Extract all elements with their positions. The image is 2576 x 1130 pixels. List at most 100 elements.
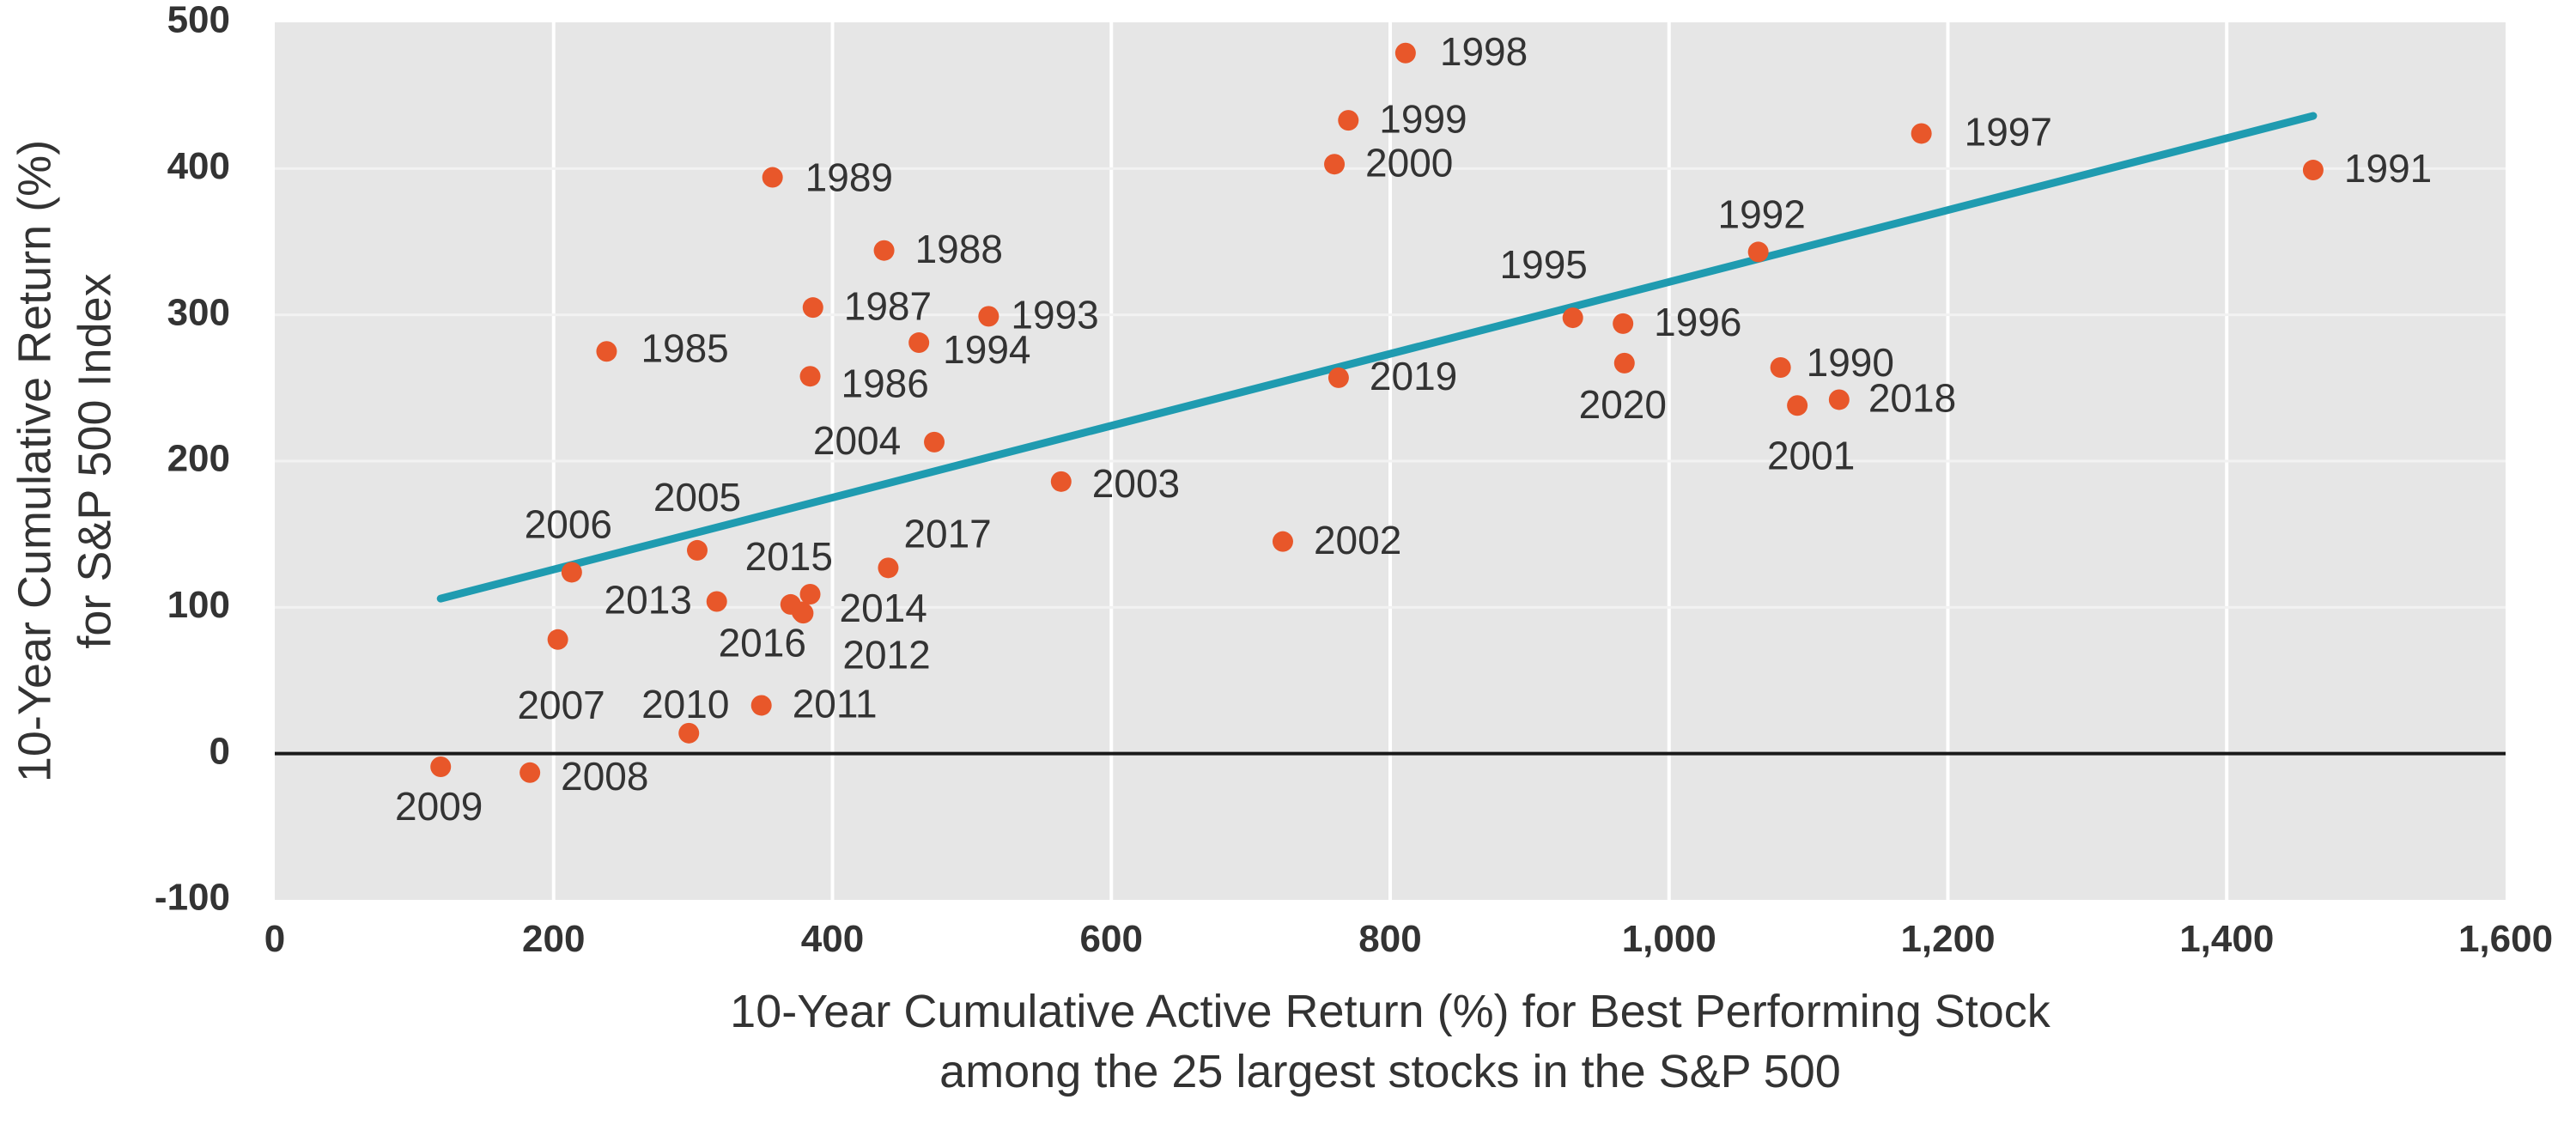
point-1998 [1394,42,1416,64]
y-tick-label: 300 [167,291,230,333]
point-label-2002: 2002 [1314,518,1401,562]
point-label-2008: 2008 [561,754,648,799]
point-label-2018: 2018 [1868,376,1956,421]
y-tick-label: 500 [167,0,230,41]
point-label-2003: 2003 [1092,461,1180,506]
x-axis-title: 10-Year Cumulative Active Return (%) for… [730,986,2051,1097]
point-label-2020: 2020 [1579,382,1667,427]
y-axis-title-line: for S&P 500 Index [69,273,120,648]
point-2011 [750,695,772,716]
point-2010 [678,722,700,744]
point-1993 [978,306,999,327]
point-1991 [2302,160,2324,181]
point-1988 [873,240,895,261]
x-tick-label: 600 [1080,918,1143,960]
point-label-2014: 2014 [840,586,927,630]
point-2003 [1050,471,1072,492]
point-2014 [799,584,821,605]
point-1987 [802,297,823,319]
point-label-2010: 2010 [641,682,729,726]
point-label-2005: 2005 [653,475,741,519]
x-axis-title-line: 10-Year Cumulative Active Return (%) for… [730,986,2051,1037]
point-label-2009: 2009 [395,784,483,829]
point-label-2016: 2016 [719,621,806,665]
point-label-2013: 2013 [605,578,692,623]
point-2020 [1613,352,1635,374]
point-label-1989: 1989 [805,155,893,200]
point-label-2000: 2000 [1365,140,1453,185]
y-tick-label: 100 [167,584,230,626]
x-tick-label: 400 [801,918,864,960]
x-tick-label: 1,400 [2179,918,2274,960]
point-2000 [1324,154,1346,175]
y-tick-label: 400 [167,145,230,187]
point-label-1999: 1999 [1379,96,1467,141]
data-points [430,42,2324,783]
point-2016 [791,601,812,623]
point-1995 [1562,307,1583,329]
point-label-2019: 2019 [1370,354,1457,398]
y-tick-label: -100 [155,877,230,919]
point-2019 [1327,367,1349,388]
point-1990 [1770,356,1791,378]
point-labels: 1985 1986 1987 1988 1989 1990 1991 1992 19931994… [395,29,2432,829]
x-axis-title-line: among the 25 largest stocks in the S&P 5… [939,1046,1841,1097]
y-axis-title-line: 10-Year Cumulative Return (%) [9,140,60,782]
point-label-1988: 1988 [915,227,1003,271]
point-label-2007: 2007 [517,683,605,727]
y-axis-title: 10-Year Cumulative Return (%) for S&P 500… [9,140,120,782]
point-2002 [1272,531,1293,552]
x-tick-label: 200 [522,918,585,960]
point-label-1995: 1995 [1500,242,1588,287]
point-2007 [547,629,568,650]
point-2009 [430,756,452,777]
point-1996 [1613,313,1634,334]
point-1999 [1338,110,1359,131]
point-2001 [1787,395,1808,416]
x-tick-label: 1,200 [1900,918,1995,960]
point-2006 [561,562,582,583]
point-label-2001: 2001 [1767,433,1855,477]
point-label-2012: 2012 [842,632,930,677]
point-label-1994: 1994 [943,327,1030,372]
point-1994 [908,332,930,354]
point-label-1992: 1992 [1717,192,1805,237]
point-1997 [1911,123,1932,144]
point-label-2011: 2011 [793,682,878,726]
point-label-1998: 1998 [1440,29,1528,74]
point-1986 [799,366,821,387]
point-1985 [596,341,617,362]
point-label-1993: 1993 [1011,293,1098,337]
point-1989 [762,167,783,188]
x-tick-label: 800 [1358,918,1421,960]
x-tick-label: 0 [264,918,285,960]
point-2008 [519,762,541,783]
point-label-1997: 1997 [1965,110,2052,155]
x-tick-label: 1,000 [1622,918,1716,960]
point-label-1990: 1990 [1807,340,1894,385]
y-axis-ticks: -100 0 100 200 300 400 500 [155,0,230,919]
x-axis-ticks: 0 200 400 600 800 1,000 1,200 1,400 1,600 [264,918,2553,960]
x-tick-label: 1,600 [2458,918,2553,960]
point-label-2004: 2004 [813,418,901,463]
point-label-2006: 2006 [525,502,612,547]
point-label-1991: 1991 [2344,146,2432,191]
point-2005 [686,539,708,561]
trend-line [436,112,2318,603]
point-2004 [924,431,945,453]
y-tick-label: 200 [167,438,230,480]
grid [275,22,2506,900]
point-1992 [1747,241,1769,263]
point-label-1986: 1986 [841,361,929,405]
point-label-1987: 1987 [844,283,932,328]
point-2018 [1828,389,1850,410]
point-label-1985: 1985 [641,325,728,370]
point-label-2015: 2015 [745,534,833,579]
point-label-1996: 1996 [1654,300,1741,344]
point-label-2017: 2017 [903,511,991,556]
point-2013 [706,591,727,612]
y-tick-label: 0 [210,730,230,772]
point-2017 [878,557,899,579]
